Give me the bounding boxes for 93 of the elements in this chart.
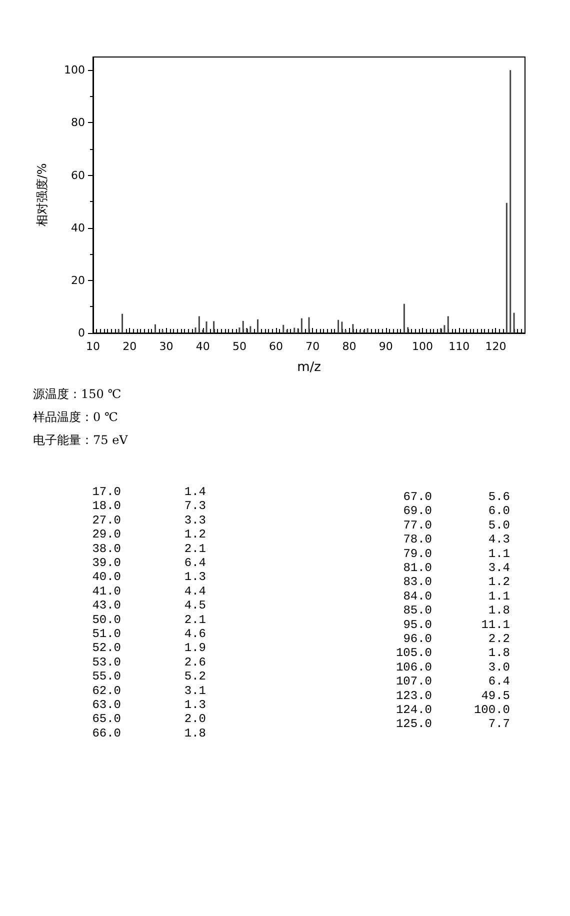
text: 5.2 (184, 670, 206, 684)
text: 38.0 (92, 542, 121, 556)
text: 6.4 (488, 674, 510, 689)
text: 124.0 (396, 703, 432, 717)
text: 65.0 (92, 712, 121, 726)
text: 17.0 (92, 485, 121, 499)
text: 40.0 (92, 570, 121, 584)
text: 69.0 (403, 504, 432, 518)
x-tick-label: 100 (412, 340, 433, 353)
text: 125.0 (396, 717, 432, 732)
text: 1.1 (488, 589, 510, 604)
text: 52.0 (92, 641, 121, 656)
y-tick-label: 100 (64, 64, 85, 77)
text: 81.0 (403, 561, 432, 575)
text: 50.0 (92, 612, 121, 627)
text: 51.0 (92, 627, 121, 641)
text: 27.0 (92, 513, 121, 528)
text: 66.0 (92, 726, 121, 740)
text: 41.0 (92, 584, 121, 598)
y-tick-label: 80 (71, 116, 85, 130)
text: 1.3 (184, 698, 206, 712)
x-tick-label: 60 (269, 340, 284, 353)
text: 83.0 (403, 575, 432, 590)
x-axis-title: m/z (297, 360, 322, 375)
y-tick-label: 20 (71, 274, 85, 287)
text: 4.5 (184, 598, 206, 613)
text: 63.0 (92, 698, 121, 712)
text: 79.0 (403, 546, 432, 561)
y-tick-label: 0 (78, 326, 85, 340)
text: 78.0 (403, 532, 432, 547)
text: 7.7 (488, 717, 510, 732)
x-tick-label: 20 (122, 340, 137, 353)
text: 5.6 (488, 490, 510, 504)
x-tick-label: 120 (485, 340, 506, 353)
text: 2.1 (184, 612, 206, 627)
text: 4.6 (184, 627, 206, 641)
text: 电子能量：75 eV (33, 433, 128, 447)
text: 100.0 (474, 703, 510, 717)
x-tick-label: 80 (342, 340, 356, 353)
y-tick-label: 60 (71, 168, 85, 182)
text: 107.0 (396, 674, 432, 689)
x-tick-label: 30 (159, 340, 174, 353)
text: 1.1 (488, 546, 510, 561)
text: 1.9 (184, 641, 206, 656)
text: 2.0 (184, 712, 206, 726)
text: 29.0 (92, 528, 121, 542)
text: 4.3 (488, 532, 510, 547)
x-tick-label: 90 (378, 340, 393, 353)
text: 3.4 (488, 561, 510, 575)
text: 1.8 (488, 646, 510, 660)
text: 106.0 (396, 660, 432, 674)
text: 6.4 (184, 556, 206, 570)
text: 5.0 (488, 518, 510, 532)
text: 3.3 (184, 513, 206, 528)
text: 7.3 (184, 499, 206, 514)
text: 3.0 (488, 660, 510, 674)
text: 77.0 (403, 518, 432, 532)
text: 39.0 (92, 556, 121, 570)
text: 1.4 (184, 485, 206, 499)
text: 1.2 (488, 575, 510, 590)
text: 6.0 (488, 504, 510, 518)
text: 105.0 (396, 646, 432, 660)
text: 1.3 (184, 570, 206, 584)
text: 源温度：150 ℃ (33, 387, 122, 401)
text: 62.0 (92, 684, 121, 698)
text: 85.0 (403, 604, 432, 618)
text: 1.2 (184, 528, 206, 542)
text: 49.5 (481, 688, 510, 703)
text: 95.0 (403, 618, 432, 632)
text: 96.0 (403, 632, 432, 646)
text: 2.1 (184, 542, 206, 556)
text: 67.0 (403, 490, 432, 504)
x-tick-label: 40 (196, 340, 210, 353)
text: 2.2 (488, 632, 510, 646)
x-tick-label: 110 (448, 340, 470, 353)
text: 3.1 (184, 684, 206, 698)
x-tick-label: 50 (232, 340, 246, 353)
text: 84.0 (403, 589, 432, 604)
text: 样品温度：0 ℃ (33, 410, 118, 424)
x-tick-label: 10 (86, 340, 100, 353)
text: 11.1 (481, 618, 510, 632)
text: 123.0 (396, 688, 432, 703)
text: 2.6 (184, 655, 206, 670)
x-tick-label: 70 (306, 340, 320, 353)
text: 43.0 (92, 598, 121, 613)
text: 53.0 (92, 655, 121, 670)
y-tick-label: 40 (71, 221, 85, 234)
text: 18.0 (92, 499, 121, 514)
y-axis-title: 相对强度/% (35, 163, 49, 227)
text: 1.8 (184, 726, 206, 740)
text: 4.4 (184, 584, 206, 598)
text: 1.8 (488, 604, 510, 618)
text: 55.0 (92, 670, 121, 684)
